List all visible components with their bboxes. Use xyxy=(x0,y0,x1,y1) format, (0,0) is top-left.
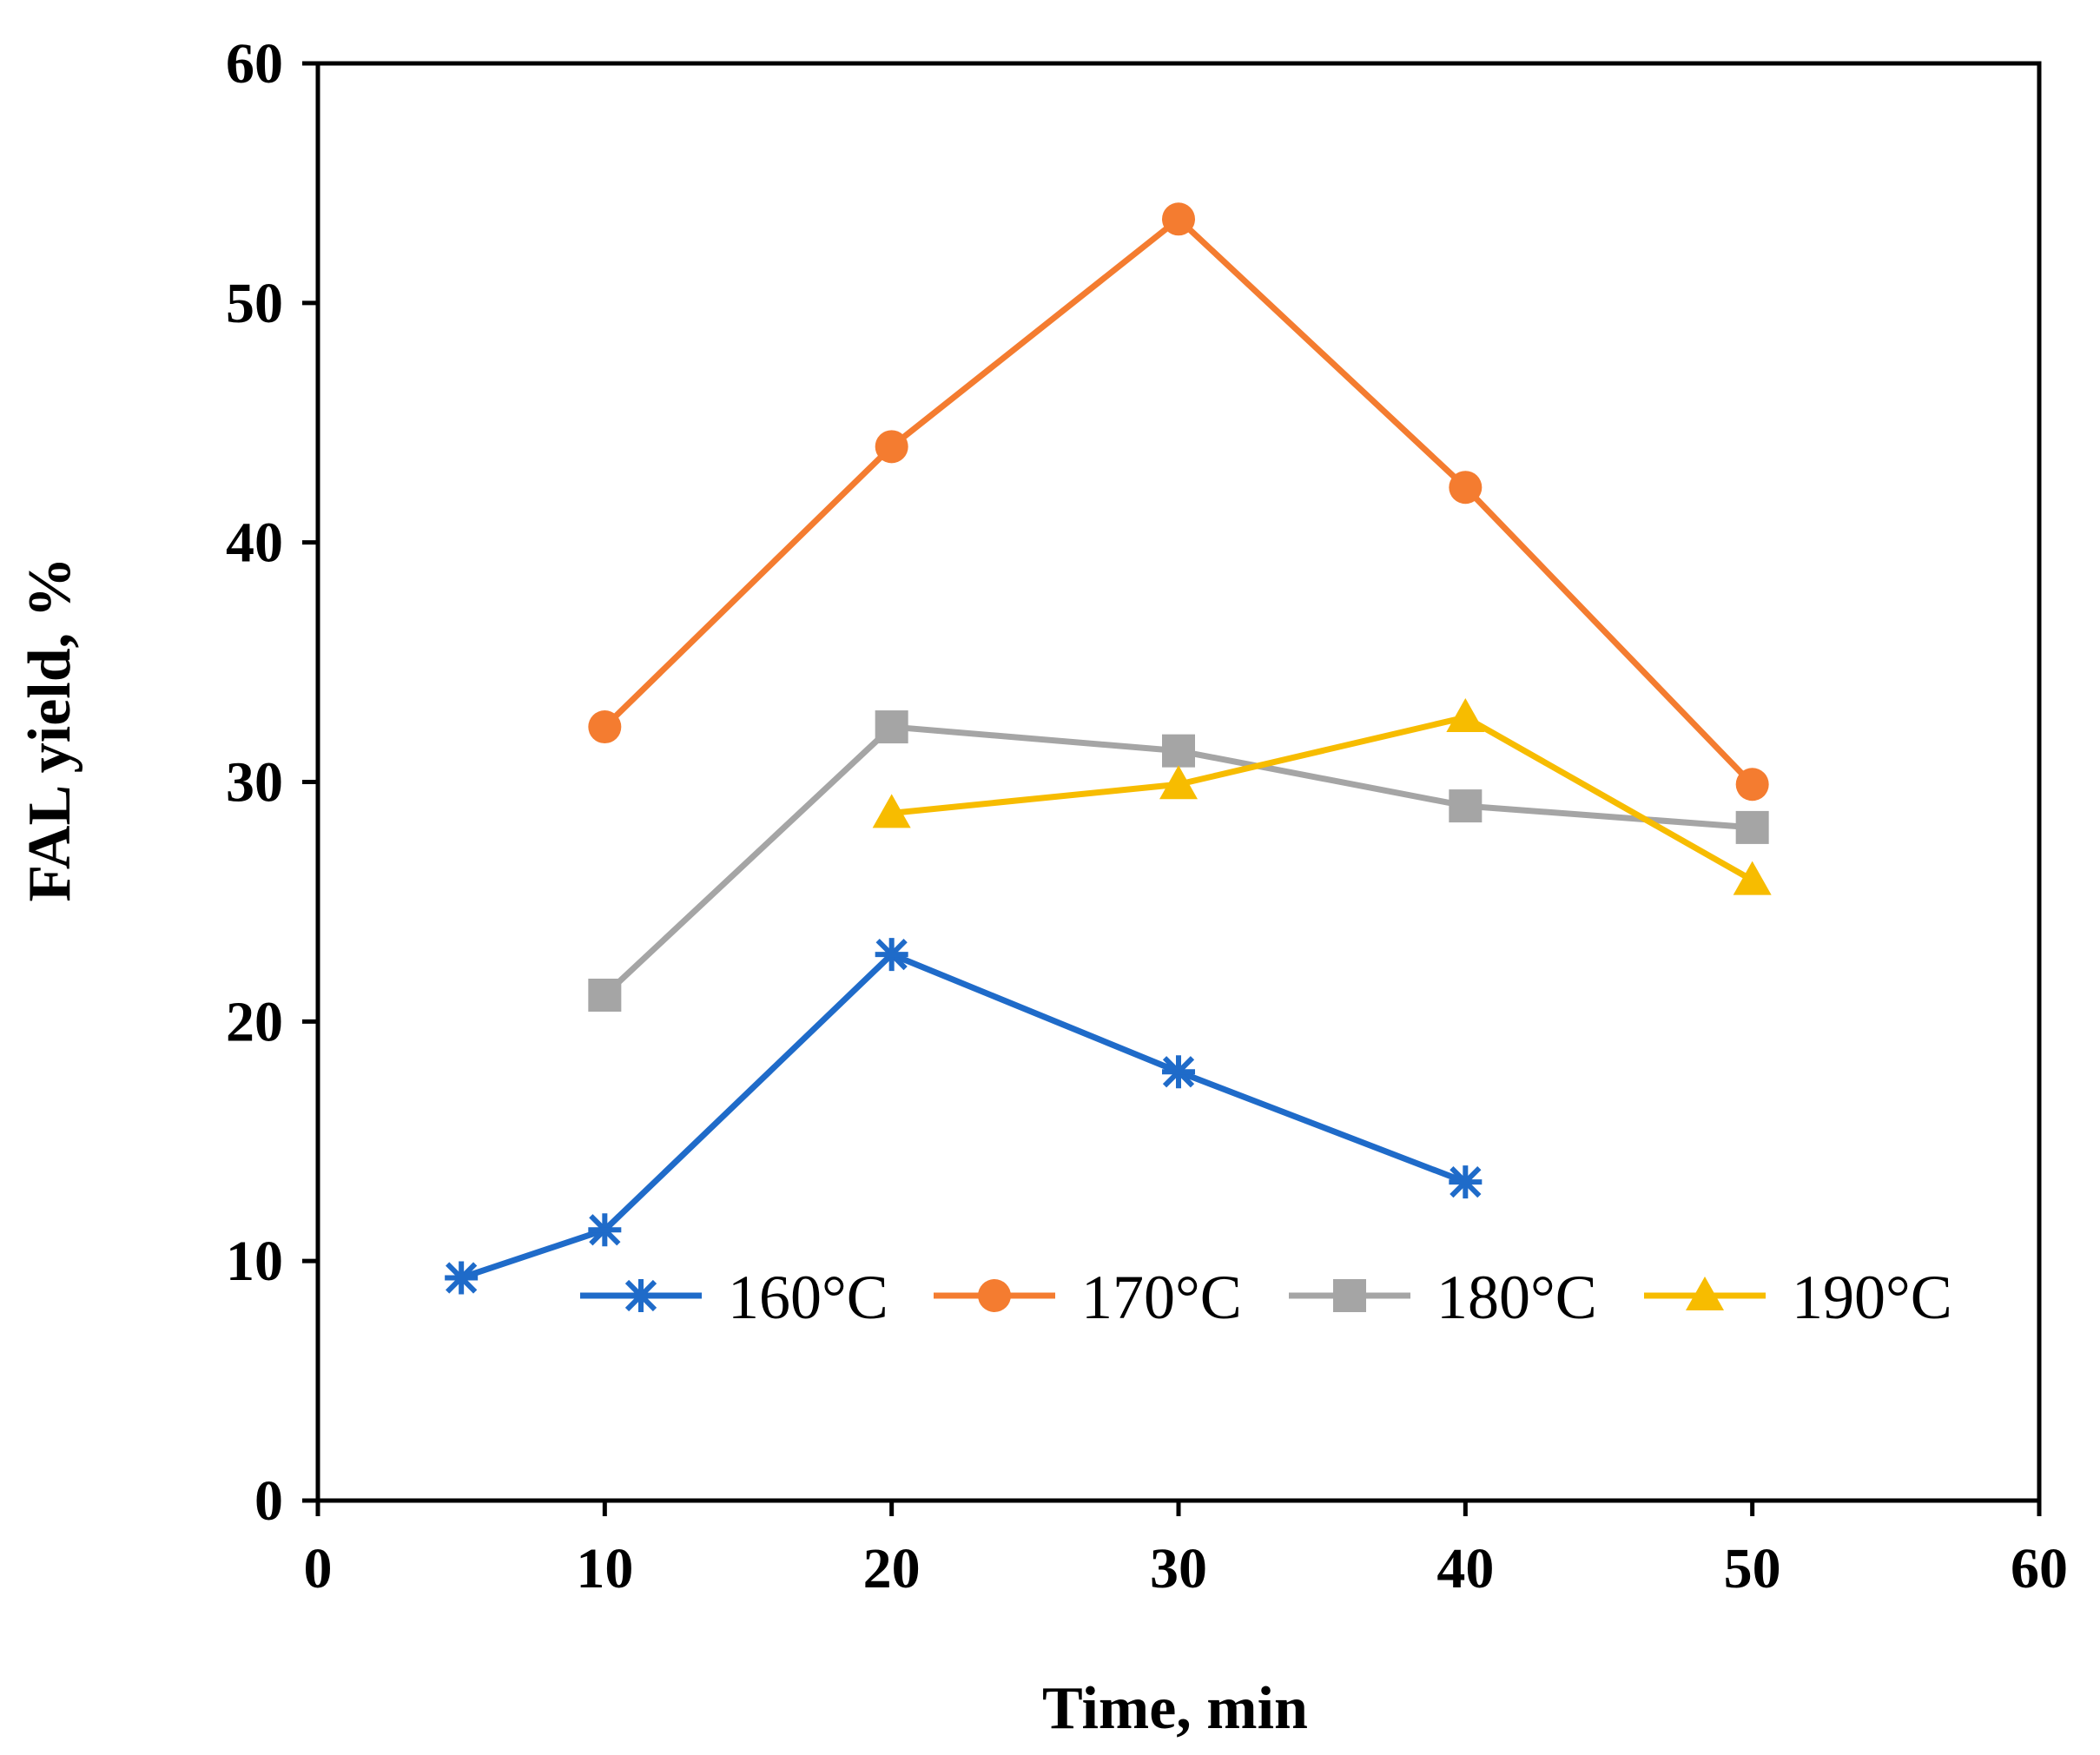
legend-label: 170°C xyxy=(1081,1263,1242,1332)
data-point xyxy=(1735,768,1769,802)
y-tick-label: 60 xyxy=(226,32,283,96)
data-point xyxy=(1446,698,1485,733)
x-tick-label: 10 xyxy=(576,1537,633,1600)
legend: 160°C 170°C 180°C 190°C xyxy=(580,1263,1952,1332)
y-tick-label: 10 xyxy=(226,1230,283,1293)
legend-marker xyxy=(1333,1279,1366,1312)
series-160°C xyxy=(445,938,1483,1295)
x-tick-label: 0 xyxy=(304,1537,333,1600)
data-point xyxy=(875,710,908,744)
data-point xyxy=(1449,471,1483,505)
y-tick-label: 0 xyxy=(254,1469,283,1533)
legend-label: 180°C xyxy=(1436,1263,1597,1332)
legend-marker xyxy=(1686,1277,1724,1310)
series-line xyxy=(602,215,1755,787)
legend-item: 180°C xyxy=(1289,1263,1597,1332)
x-tick-label: 50 xyxy=(1724,1537,1781,1600)
data-point xyxy=(445,1261,479,1295)
data-point xyxy=(1159,765,1198,800)
x-tick-label: 30 xyxy=(1150,1537,1207,1600)
data-point xyxy=(1735,810,1769,844)
x-axis: 0 10 20 30 40 50 60 xyxy=(304,1501,2068,1600)
data-point xyxy=(1449,789,1483,823)
data-point xyxy=(588,710,622,744)
x-tick-label: 60 xyxy=(2011,1537,2068,1600)
y-axis-title: FAL yield, % xyxy=(17,557,83,901)
data-point xyxy=(588,978,622,1012)
series-line xyxy=(891,714,1754,883)
legend-item: 190°C xyxy=(1644,1263,1952,1332)
series-170°C xyxy=(588,202,1769,802)
data-point xyxy=(588,1213,622,1247)
y-tick-label: 20 xyxy=(226,990,283,1053)
data-point xyxy=(872,794,911,828)
y-tick-label: 50 xyxy=(226,272,283,335)
y-tick-label: 40 xyxy=(226,511,283,575)
legend-item: 160°C xyxy=(580,1263,888,1332)
series-layer xyxy=(445,202,1772,1295)
data-point xyxy=(1449,1165,1483,1199)
x-tick-label: 40 xyxy=(1436,1537,1494,1600)
data-point xyxy=(1162,1055,1195,1089)
series-190°C xyxy=(872,698,1772,895)
legend-marker xyxy=(978,1279,1011,1312)
legend-marker xyxy=(624,1279,657,1312)
y-axis: 0 10 20 30 40 50 60 xyxy=(226,32,318,1533)
legend-label: 160°C xyxy=(728,1263,888,1332)
x-axis-title: Time, min xyxy=(1042,1675,1308,1742)
legend-item: 170°C xyxy=(934,1263,1242,1332)
x-tick-label: 20 xyxy=(863,1537,921,1600)
data-point xyxy=(1733,861,1772,895)
series-180°C xyxy=(588,710,1769,1012)
data-point xyxy=(875,430,908,464)
data-point xyxy=(875,938,908,972)
data-point xyxy=(1162,734,1195,768)
data-point xyxy=(1162,202,1195,236)
y-tick-label: 30 xyxy=(226,751,283,815)
legend-label: 190°C xyxy=(1792,1263,1952,1332)
